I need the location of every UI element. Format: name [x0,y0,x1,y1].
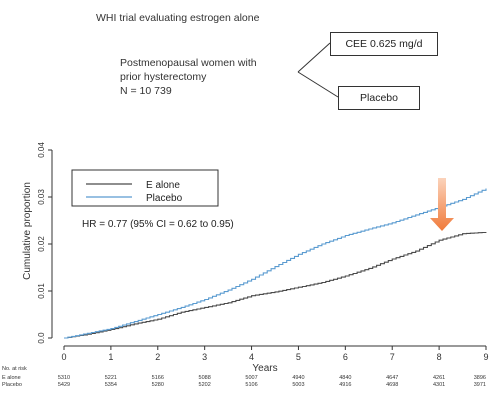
x-tick-label: 7 [390,352,395,362]
risk-table: No. at risk E alone 5310 5221 5166 5088 5007 49… [2,366,486,388]
series-line-placebo [64,188,487,339]
series-line-e-alone [64,231,487,339]
legend-label-placebo: Placebo [146,193,183,204]
y-tick-label: 0.03 [37,189,46,205]
sample-size: N = 10 739 [120,85,172,97]
risk-row-label: E alone [2,375,21,381]
risk-cell: 5280 [152,382,164,388]
risk-cell: 3896 [474,375,486,381]
placebo-arm-label: Placebo [360,92,398,104]
x-tick-label: 3 [202,352,207,362]
risk-table-header: No. at risk [2,366,27,372]
risk-cell: 4301 [433,382,445,388]
population-line-2: prior hysterectomy [120,71,207,83]
y-tick-label: 0.0 [37,332,46,344]
population-description: Postmenopausal women with prior hysterec… [120,56,290,98]
risk-row-label: Placebo [2,382,22,388]
risk-cell: 5429 [58,382,70,388]
treatment-arm-label: CEE 0.625 mg/d [345,38,423,50]
x-tick-label: 1 [108,352,113,362]
risk-cell: 5106 [245,382,257,388]
y-axis-label: Cumulative proportion [22,182,33,280]
connector-upper [297,42,331,73]
x-tick-label: 8 [437,352,442,362]
risk-cell: 4840 [339,375,351,381]
x-tick-label: 2 [155,352,160,362]
population-line-1: Postmenopausal women with [120,57,257,69]
risk-cell: 5003 [292,382,304,388]
hazard-ratio-annotation: HR = 0.77 (95% CI = 0.62 to 0.95) [82,219,234,230]
risk-cell: 4940 [292,375,304,381]
risk-cell: 5202 [199,382,211,388]
y-tick-label: 0.01 [37,283,46,299]
legend-box [71,169,219,207]
x-tick-label: 4 [249,352,254,362]
survival-chart: 0.0 0.01 0.02 0.03 0.04 0 1 2 3 4 5 6 7 8 9 Cumulative… [2,142,489,388]
randomization-connector [297,42,339,98]
legend: E alone Placebo [71,169,219,207]
connector-lower [297,71,339,98]
risk-cell: 4698 [386,382,398,388]
y-tick-label: 0.04 [37,142,46,158]
chart-axes: 0.0 0.01 0.02 0.03 0.04 0 1 2 3 4 5 6 7 8 9 [37,142,489,362]
slide-title: WHI trial evaluating estrogen alone [96,12,260,24]
risk-cell: 4261 [433,375,445,381]
chart-lines [64,188,487,339]
placebo-arm-box: Placebo [338,86,420,110]
risk-cell: 4916 [339,382,351,388]
risk-cell: 3971 [474,382,486,388]
treatment-arm-box: CEE 0.625 mg/d [330,32,438,56]
risk-cell: 5221 [105,375,117,381]
x-axis-label: Years [252,363,277,374]
risk-cell: 5354 [105,382,117,388]
x-tick-label: 0 [61,352,66,362]
risk-cell: 5310 [58,375,70,381]
x-tick-label: 6 [343,352,348,362]
risk-cell: 5166 [152,375,164,381]
risk-cell: 5007 [245,375,257,381]
legend-label-e-alone: E alone [146,180,180,191]
risk-cell: 4647 [386,375,398,381]
x-tick-label: 9 [483,352,488,362]
risk-cell: 5088 [199,375,211,381]
y-tick-label: 0.02 [37,236,46,252]
down-arrow-icon [430,178,454,231]
x-tick-label: 5 [296,352,301,362]
